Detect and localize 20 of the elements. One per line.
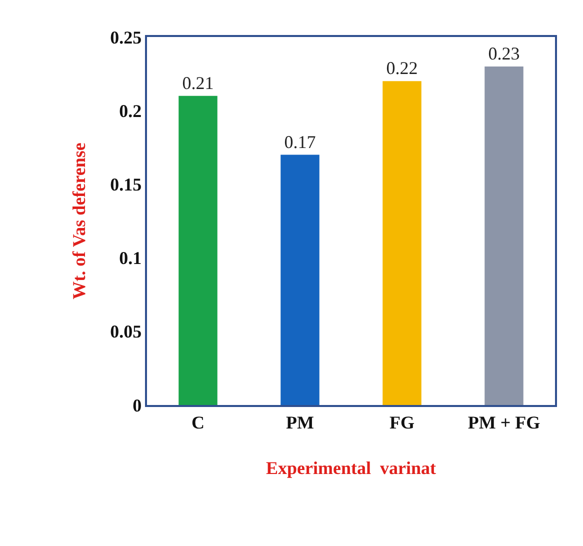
y-tick-label: 0.25	[110, 27, 142, 48]
x-axis-title: Experimental varinat	[266, 458, 436, 478]
x-tick-label: C	[192, 412, 204, 432]
data-label: 0.21	[182, 72, 214, 93]
y-axis-title: Wt. of Vas deferense	[68, 142, 89, 300]
bar	[178, 96, 218, 405]
x-tick-label: PM + FG	[468, 412, 540, 432]
x-tick-label: PM	[286, 412, 314, 432]
data-label: 0.22	[386, 58, 418, 78]
x-tick-label: FG	[390, 412, 414, 432]
bar	[280, 154, 320, 405]
y-tick-label: 0.15	[110, 174, 142, 194]
y-tick-label: 0	[132, 395, 142, 416]
data-label: 0.23	[488, 43, 520, 64]
bar	[484, 66, 524, 405]
data-label: 0.17	[284, 132, 316, 152]
y-tick-label: 0.05	[110, 322, 142, 342]
y-tick-label: 0.2	[119, 100, 142, 121]
bar	[382, 81, 422, 405]
y-tick-label: 0.1	[119, 248, 142, 268]
